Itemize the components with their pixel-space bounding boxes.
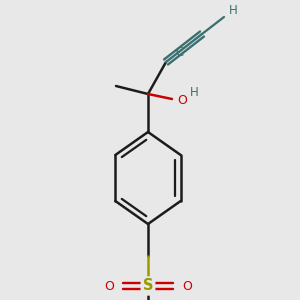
Text: H: H: [229, 4, 237, 16]
Text: O: O: [177, 94, 187, 107]
Text: S: S: [143, 278, 153, 293]
Text: O: O: [182, 280, 192, 292]
Text: H: H: [190, 86, 198, 100]
Text: C: C: [176, 46, 184, 59]
Text: O: O: [104, 280, 114, 292]
